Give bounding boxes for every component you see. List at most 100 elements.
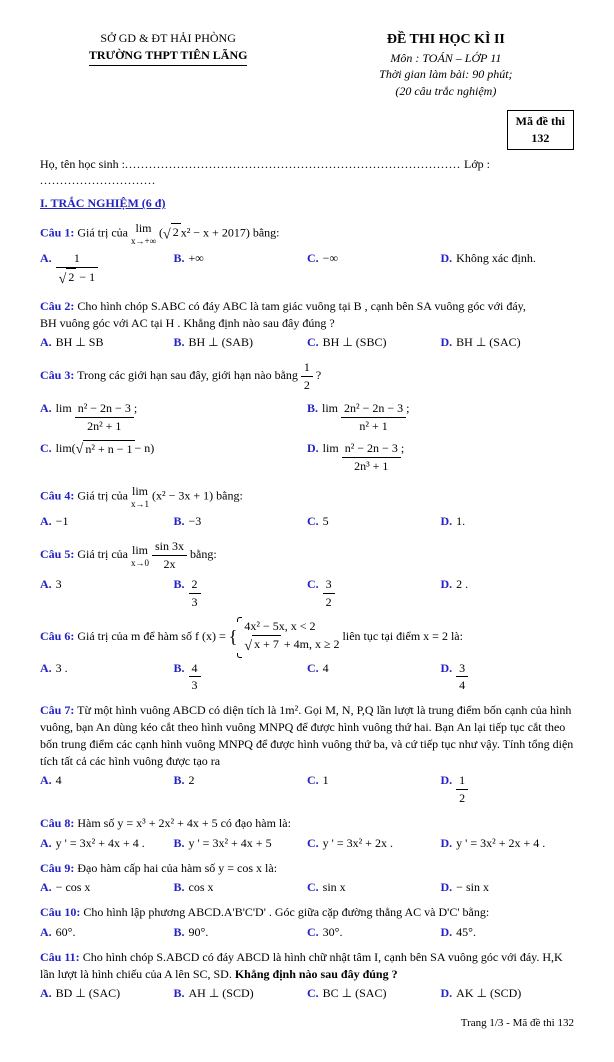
q10-A: 60°. [56, 924, 76, 941]
q8-A: y ' = 3x² + 4x + 4 . [56, 835, 145, 852]
count-line: (20 câu trắc nghiệm) [318, 83, 574, 100]
question-11: Câu 11: Cho hình chóp S.ABCD có đáy ABCD… [40, 949, 574, 1002]
optA: A. [40, 924, 52, 941]
exam-code: 132 [516, 130, 565, 147]
q1-A-num: 1 [56, 250, 98, 268]
student-line: Họ, tên học sinh :......................… [40, 156, 574, 190]
optC: C. [307, 576, 319, 593]
q5-label: Câu 5: [40, 547, 74, 561]
optD: D. [441, 985, 453, 1002]
q9-C: sin x [323, 879, 346, 896]
q2-A: BH ⊥ SB [56, 334, 104, 351]
time-line: Thời gian làm bài: 90 phút; [318, 66, 574, 83]
q8-label: Câu 8: [40, 816, 74, 830]
q6-sys-l1: 4x² − 5x, x < 2 [244, 618, 339, 635]
optC: C. [307, 660, 319, 677]
question-5: Câu 5: Giá trị của limx→0 sin 3x2x bằng:… [40, 538, 574, 610]
optA: A. [40, 334, 52, 351]
q5-text: Giá trị của [77, 547, 128, 561]
optD: D. [441, 924, 453, 941]
question-2: Câu 2: Cho hình chóp S.ABC có đáy ABC là… [40, 298, 574, 351]
q3-D-pre: lim [323, 440, 339, 457]
optB: B. [174, 772, 185, 789]
optC: C. [307, 985, 319, 1002]
optA: A. [40, 835, 52, 852]
optA: A. [40, 879, 52, 896]
optD: D. [441, 513, 453, 530]
q1-surd: √ [163, 227, 171, 242]
optB: B. [174, 576, 185, 593]
optA: A. [40, 772, 52, 789]
optD: D. [441, 772, 453, 789]
q4-label: Câu 4: [40, 488, 74, 502]
optB: B. [174, 924, 185, 941]
optA: A. [40, 400, 52, 417]
optA: A. [40, 660, 52, 677]
question-8: Câu 8: Hàm số y = x³ + 2x² + 4x + 5 có đ… [40, 815, 574, 852]
optB: B. [174, 334, 185, 351]
question-1: Câu 1: Giá trị của lim x→+∞ (√2x² − x + … [40, 220, 574, 290]
optC: C. [307, 513, 319, 530]
q10-C: 30°. [323, 924, 343, 941]
question-3: Câu 3: Trong các giới hạn sau đây, giới … [40, 359, 574, 475]
optD: D. [441, 334, 453, 351]
q3-qm: ? [316, 368, 321, 382]
q1-A-den: √2 − 1 [56, 268, 98, 290]
q1-D: Không xác định. [456, 250, 536, 267]
optA: A. [40, 250, 52, 267]
header: SỞ GD & ĐT HẢI PHÒNG TRƯỜNG THPT TIÊN LÃ… [40, 30, 574, 100]
q5-D: 2 . [456, 576, 468, 593]
optB: B. [174, 513, 185, 530]
q1-text: Giá trị của [77, 225, 128, 239]
optB: B. [174, 250, 185, 267]
q6-C: 4 [323, 660, 329, 677]
optC: C. [307, 879, 319, 896]
q1-rad: 2 [171, 223, 181, 241]
q2-l2: BH vuông góc với AC tại H . Khẳng định n… [40, 316, 335, 330]
q6-t2: liên tục tại điểm x = 2 là: [343, 629, 463, 643]
class-label: Lớp : [464, 157, 490, 171]
optD: D. [441, 660, 453, 677]
q10-D: 45°. [456, 924, 476, 941]
q6-system: 4x² − 5x, x < 2 √x + 7 + 4m, x ≥ 2 [240, 618, 339, 656]
optB: B. [174, 879, 185, 896]
optD: D. [441, 576, 453, 593]
q11-D: AK ⊥ (SCD) [456, 985, 521, 1002]
q1-label: Câu 1: [40, 225, 74, 239]
question-6: Câu 6: Giá trị của m để hàm số f (x) = {… [40, 618, 574, 694]
q8-C: y ' = 3x² + 2x . [323, 835, 393, 852]
q11-B: AH ⊥ (SCD) [189, 985, 254, 1002]
q3-A-pre: lim [56, 400, 72, 417]
q3-text: Trong các giới hạn sau đây, giới hạn nào… [77, 368, 298, 382]
q7-B: 2 [189, 772, 195, 789]
q2-label: Câu 2: [40, 299, 74, 313]
q8-text: Hàm số y = x³ + 2x² + 4x + 5 có đạo hàm … [77, 816, 291, 830]
exam-title: ĐỀ THI HỌC KÌ II [318, 30, 574, 50]
q11-A: BD ⊥ (SAC) [56, 985, 120, 1002]
optC: C. [307, 334, 319, 351]
class-dots: ............................. [40, 173, 156, 187]
q4-D: 1. [456, 513, 465, 530]
q11-bold: Khẳng định nào sau đây đúng ? [235, 967, 398, 981]
question-4: Câu 4: Giá trị của limx→1 (x² − 3x + 1) … [40, 483, 574, 530]
q3-C-pre: lim( [56, 440, 76, 457]
q5-end: bằng: [190, 547, 217, 561]
q3-B-post: ; [406, 400, 409, 417]
q8-B: y ' = 3x² + 4x + 5 [189, 835, 272, 852]
q8-D: y ' = 3x² + 2x + 4 . [456, 835, 545, 852]
q1-C: −∞ [323, 250, 338, 267]
optC: C. [307, 772, 319, 789]
optD: D. [441, 879, 453, 896]
q3-label: Câu 3: [40, 368, 74, 382]
optC: C. [307, 250, 319, 267]
optB: B. [174, 985, 185, 1002]
q2-l1: Cho hình chóp S.ABC có đáy ABC là tam gi… [77, 299, 526, 313]
q9-label: Câu 9: [40, 861, 74, 875]
department: SỞ GD & ĐT HẢI PHÒNG [40, 30, 296, 47]
exam-code-wrap: Mã đề thi 132 [40, 104, 574, 150]
q1-exprpost: x² − x + 2017 [181, 225, 246, 239]
q1-B: +∞ [189, 250, 204, 267]
q1-end: bằng: [253, 225, 280, 239]
q2-C: BH ⊥ (SBC) [323, 334, 387, 351]
q10-text: Cho hình lập phương ABCD.A'B'C'D' . Góc … [83, 905, 489, 919]
